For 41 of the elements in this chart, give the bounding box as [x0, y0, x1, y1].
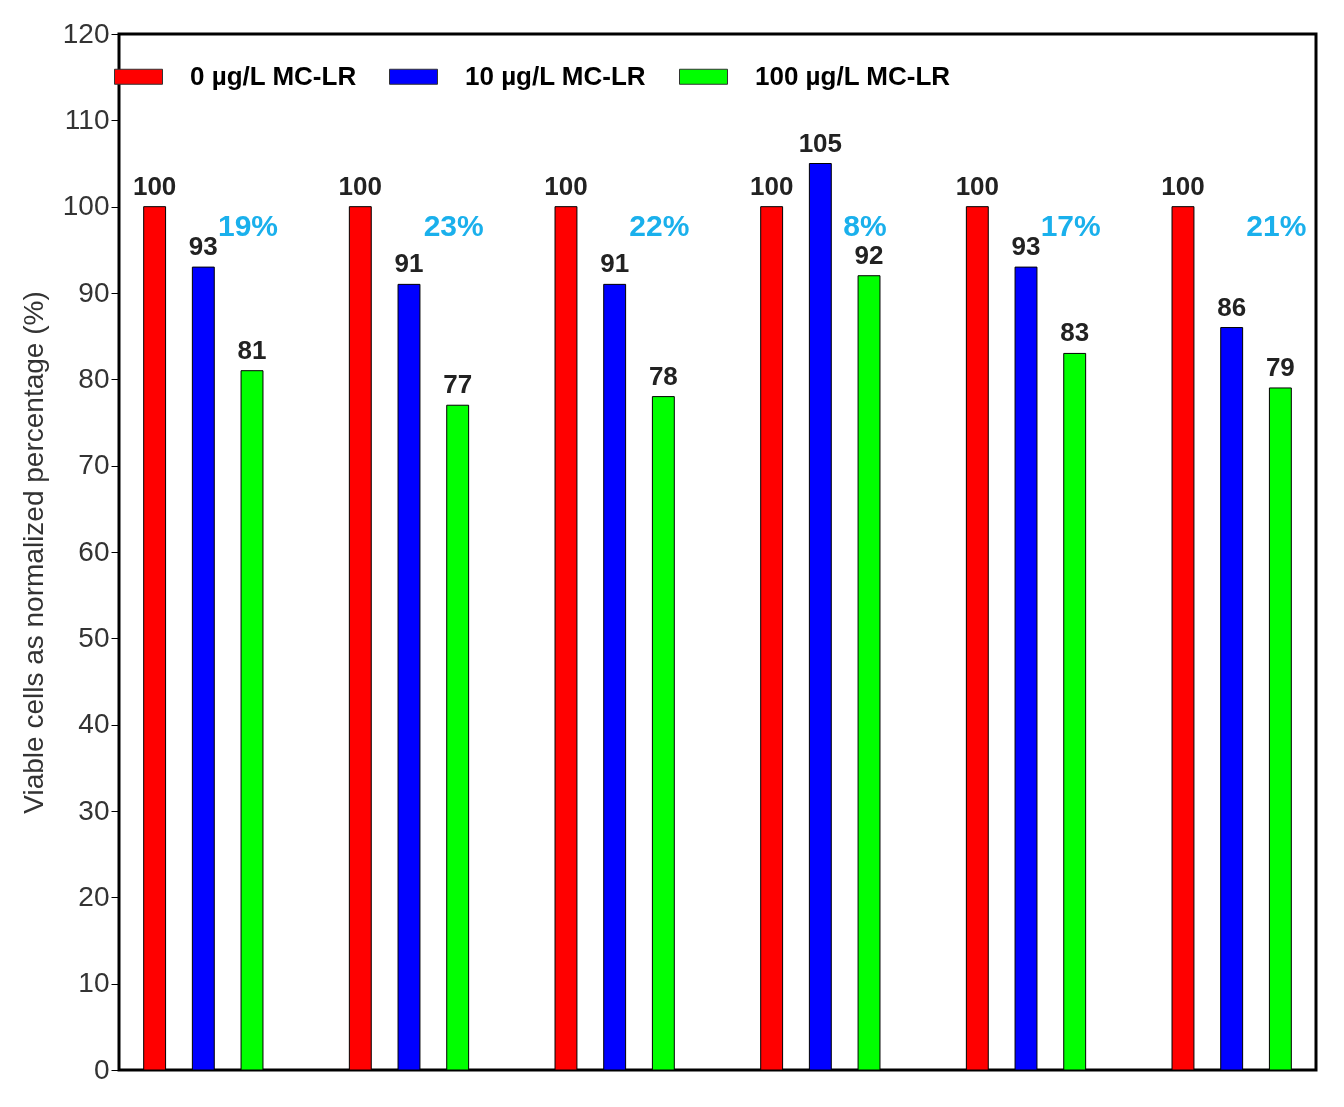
- legend-label: 0 µg/L MC-LR: [190, 60, 357, 91]
- annotation: 21%: [1246, 208, 1307, 242]
- data-label: 100: [132, 170, 177, 201]
- y-tick-label: 120: [62, 17, 110, 49]
- data-label: 77: [443, 369, 473, 400]
- y-tick-label: 80: [78, 362, 110, 394]
- data-label: 79: [1265, 351, 1295, 382]
- data-label: 100: [544, 170, 588, 201]
- annotation: 8%: [843, 208, 887, 242]
- annotation: 22%: [629, 208, 690, 242]
- y-tick-label: 110: [64, 103, 110, 135]
- data-label: 93: [188, 231, 218, 262]
- y-tick-label: 50: [78, 621, 110, 653]
- data-label: 100: [749, 170, 794, 201]
- y-tick-label: 20: [78, 880, 110, 912]
- data-label: 100: [338, 170, 382, 201]
- data-label: 100: [1161, 170, 1205, 201]
- y-tick-label: 100: [62, 190, 110, 222]
- data-label: 93: [1011, 231, 1041, 262]
- y-tick-label: 90: [78, 276, 110, 308]
- y-tick-label: 40: [78, 708, 110, 740]
- y-axis-title: Viable cells as normalized percentage (%): [17, 291, 49, 814]
- data-label: 78: [648, 360, 678, 391]
- y-tick-label: 70: [78, 449, 110, 481]
- annotation: 17%: [1040, 208, 1101, 242]
- legend-label: 100 µg/L MC-LR: [755, 60, 951, 91]
- data-label: 81: [237, 334, 267, 365]
- data-label: 83: [1060, 317, 1090, 348]
- legend-label: 10 µg/L MC-LR: [465, 60, 646, 91]
- annotation: 19%: [217, 208, 279, 242]
- data-label: 92: [854, 239, 884, 270]
- y-tick-label: 60: [78, 535, 110, 567]
- annotation: 23%: [423, 208, 484, 242]
- data-label: 91: [600, 248, 630, 279]
- y-tick-label: 30: [78, 794, 110, 826]
- data-label: 86: [1217, 291, 1247, 322]
- data-label: 100: [955, 170, 1000, 201]
- data-label: 105: [798, 127, 843, 158]
- data-label: 91: [394, 248, 424, 279]
- y-tick-label: 10: [78, 967, 110, 999]
- y-tick-label: 0: [93, 1053, 110, 1085]
